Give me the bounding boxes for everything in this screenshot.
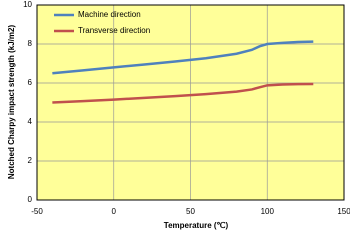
y-axis-label: Notched Charpy impact strength (kJ/m2) [7, 25, 16, 180]
chart: Temperature (℃) Notched Charpy impact st… [7, 0, 350, 230]
x-tick-label: 50 [186, 207, 195, 216]
x-tick-label: 0 [112, 207, 117, 216]
y-tick-label: 10 [23, 0, 32, 9]
y-tick-label: 4 [28, 117, 33, 126]
legend-label: Machine direction [78, 10, 141, 19]
y-tick-label: 8 [28, 39, 33, 48]
data-line [52, 40, 314, 75]
plot-frame [36, 4, 345, 201]
legend-label: Transverse direction [78, 26, 150, 35]
y-tick-label: 0 [28, 195, 33, 204]
y-tick-label: 6 [28, 78, 33, 87]
x-tick-label: -50 [31, 207, 43, 216]
x-tick-label: 100 [261, 207, 275, 216]
x-axis-label: Temperature (℃) [164, 221, 229, 230]
x-tick-label: 150 [337, 207, 350, 216]
data-line [52, 82, 314, 104]
y-tick-label: 2 [28, 156, 33, 165]
